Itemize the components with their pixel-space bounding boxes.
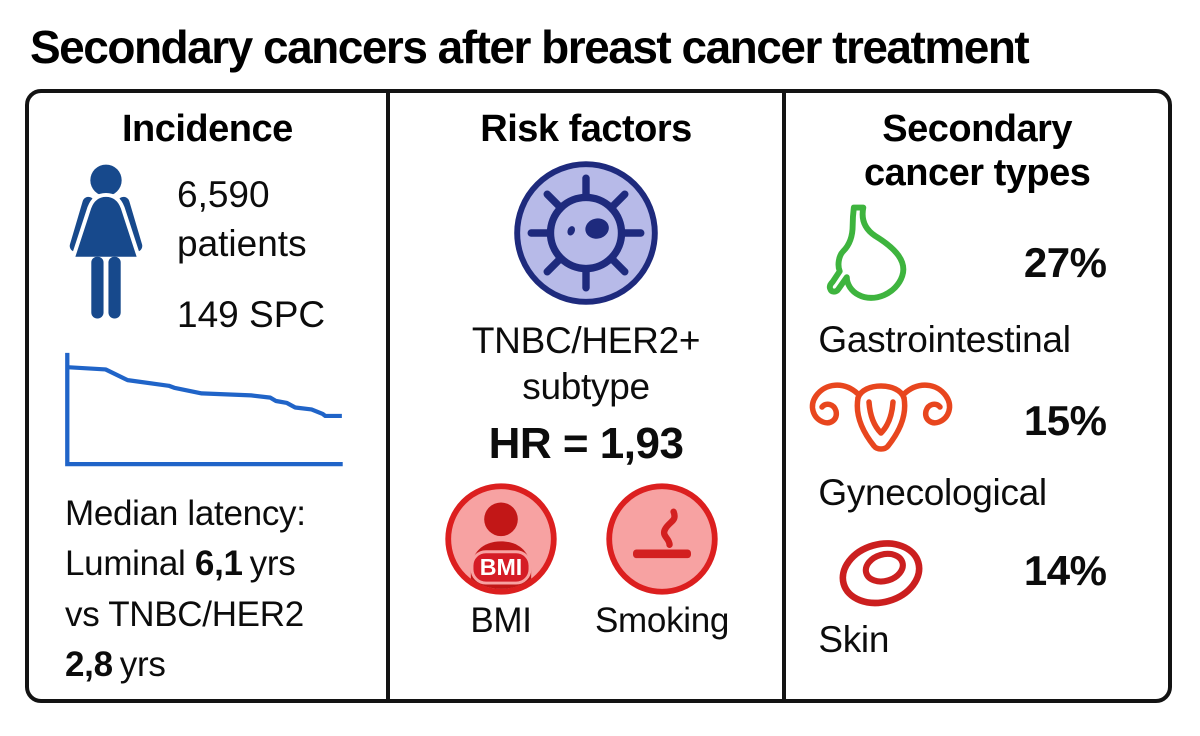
km-axes — [65, 352, 343, 467]
km-curve-line — [67, 364, 342, 418]
tnbc-latency-value: 2,8 — [65, 645, 113, 685]
bmi-risk-item: BMI BMI — [443, 481, 559, 641]
type-row-skin: 14% — [786, 520, 1168, 622]
type-row-gynecological: 15% — [786, 367, 1168, 475]
patients-count: 6,590 — [177, 174, 270, 216]
smoking-icon — [606, 482, 718, 595]
panel-incidence: Incidence 6,590 patients 149 SPC — [29, 93, 386, 699]
smoking-risk-item: Smoking — [595, 481, 729, 641]
incidence-stats-row: 6,590 patients 149 SPC — [29, 151, 386, 339]
bmi-icon: BMI — [445, 482, 557, 595]
risk-factors-heading: Risk factors — [480, 107, 692, 150]
subtype-text: TNBC/HER2+ subtype — [471, 320, 701, 407]
km-survival-sparkline — [65, 352, 343, 467]
gastrointestinal-label: Gastrointestinal — [818, 319, 1071, 361]
gynecological-percent: 15% — [1023, 396, 1107, 444]
bmi-badge-label: BMI — [480, 554, 523, 580]
skin-label: Skin — [818, 618, 890, 660]
incidence-heading: Incidence — [121, 107, 293, 150]
page-title: Secondary cancers after breast cancer tr… — [30, 21, 1030, 73]
cancer-cell-wrap — [390, 159, 783, 312]
latency-luminal-line: Luminal 6,1 yrs — [65, 544, 296, 584]
woman-icon — [69, 165, 143, 319]
secondary-types-heading: Secondary cancer types — [863, 107, 1091, 195]
type-row-gastrointestinal: 27% — [786, 204, 1168, 322]
spc-count: 149 SPC — [177, 294, 326, 336]
hazard-ratio-value: HR = 1,93 — [488, 418, 684, 468]
skin-percent: 14% — [1023, 546, 1107, 594]
infographic-board: Incidence 6,590 patients 149 SPC — [25, 88, 1172, 703]
latency-tnbc-line: 2,8 yrs — [65, 645, 166, 685]
stomach-icon — [827, 204, 907, 302]
smoking-label: Smoking — [595, 600, 730, 640]
risk-icons-row: BMI BMI Smoking — [390, 481, 783, 641]
gynecological-label: Gynecological — [818, 471, 1047, 513]
uterus-icon — [810, 382, 953, 452]
latency-vs-line: vs TNBC/HER2 — [65, 594, 304, 634]
km-chart-wrap — [29, 340, 386, 479]
latency-title: Median latency: — [65, 493, 306, 533]
cancer-cell-icon — [514, 161, 658, 306]
median-latency-block: Median latency: Luminal 6,1 yrs vs TNBC/H… — [29, 479, 386, 691]
panel-secondary-types: Secondary cancer types 27% Gastrointesti… — [782, 92, 1168, 699]
incidence-stats: 6,590 patients 149 SPC — [177, 163, 325, 339]
bmi-label: BMI — [470, 600, 532, 640]
gastrointestinal-percent: 27% — [1023, 239, 1107, 287]
skin-lesion-icon — [839, 539, 923, 606]
panel-risk-factors: Risk factors TNBC/HER — [385, 92, 783, 699]
patients-label: patients — [177, 223, 307, 265]
luminal-latency-value: 6,1 — [194, 544, 243, 584]
